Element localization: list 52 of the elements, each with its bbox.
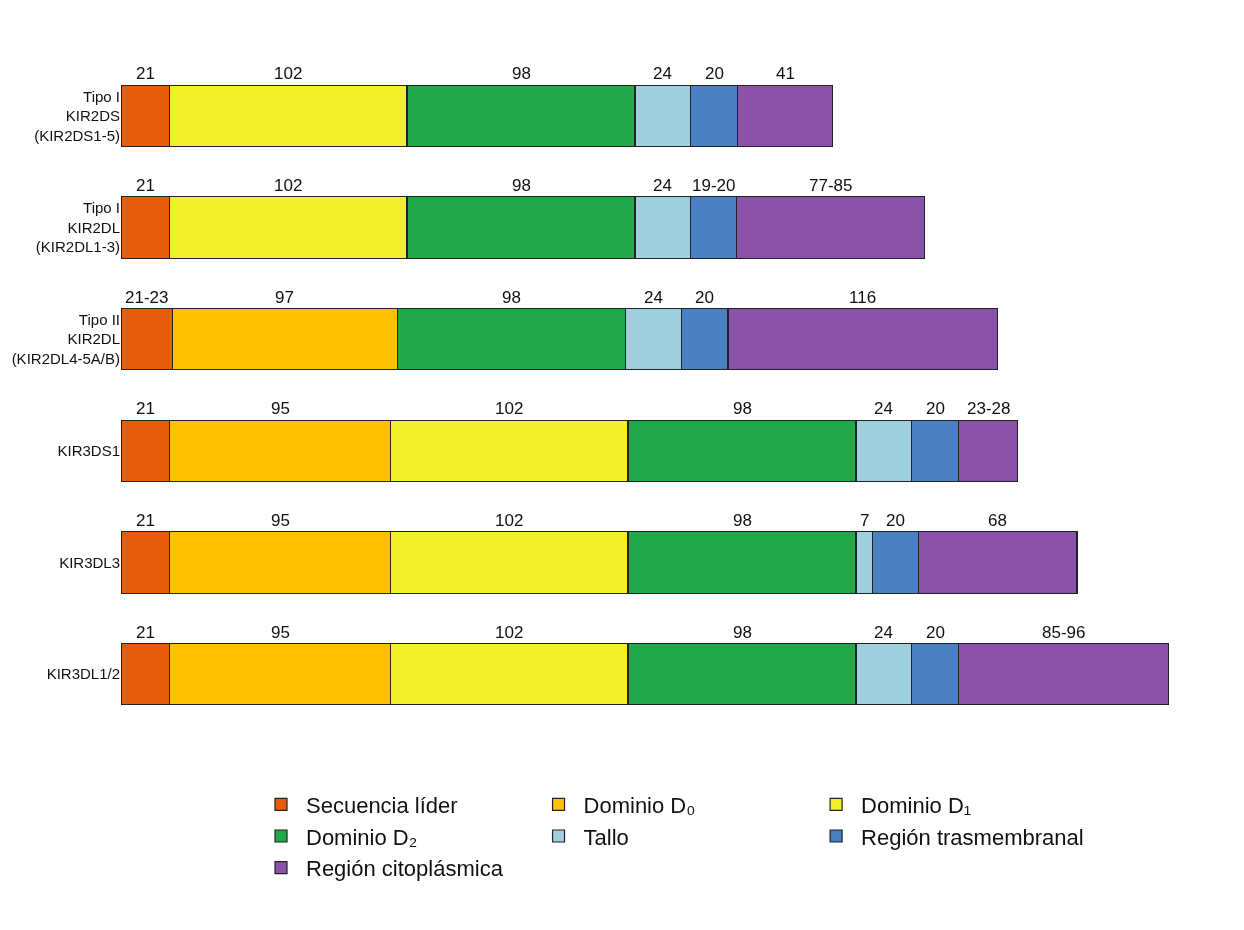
data-label: 20 <box>695 288 714 307</box>
legend-label: Región citoplásmica <box>306 856 504 882</box>
data-label: 85-96 <box>1042 623 1086 642</box>
data-label: 20 <box>886 511 905 530</box>
data-label: 97 <box>275 288 294 307</box>
data-label: 77-85 <box>809 176 853 195</box>
data-label: 20 <box>705 64 724 83</box>
data-label: 20 <box>926 623 945 642</box>
data-label: 21 <box>136 511 155 530</box>
data-label: 24 <box>653 64 672 83</box>
data-label: 21 <box>136 176 155 195</box>
data-label: 68 <box>988 511 1007 530</box>
data-label: 19-20 <box>692 176 736 195</box>
data-label: 116 <box>849 288 877 307</box>
y-tick-label: KIR3DL1/2 <box>46 665 120 683</box>
data-label: 21 <box>136 623 155 642</box>
data-label: 98 <box>733 623 752 642</box>
data-label: 98 <box>733 511 752 530</box>
data-label: 98 <box>733 399 752 418</box>
data-label: 102 <box>274 176 303 195</box>
data-label: 95 <box>271 511 290 530</box>
legend-label: Dominio D₁ <box>861 792 972 818</box>
data-label: 98 <box>502 288 521 307</box>
legend-label: Dominio D₀ <box>583 792 696 818</box>
data-label: 102 <box>495 511 524 530</box>
y-tick-label: Tipo I KIR2DL (KIR2DL1-3) <box>35 199 120 256</box>
y-tick-label: Tipo II KIR2DL (KIR2DL4-5A/B) <box>11 310 120 367</box>
y-tick-label: KIR3DS1 <box>57 442 120 460</box>
data-label: 102 <box>495 623 524 642</box>
data-label: 102 <box>495 399 524 418</box>
data-label: 21-23 <box>125 288 169 307</box>
y-tick-label: KIR3DL3 <box>59 553 120 571</box>
data-label: 102 <box>274 64 303 83</box>
legend-label: Región trasmembranal <box>861 824 1084 850</box>
data-label: 24 <box>644 288 663 307</box>
data-label: 24 <box>874 623 893 642</box>
data-label: 23-28 <box>967 399 1011 418</box>
data-label: 24 <box>653 176 672 195</box>
data-label: 98 <box>512 176 531 195</box>
data-label: 21 <box>136 64 155 83</box>
data-label: 20 <box>926 399 945 418</box>
legend-label: Secuencia líder <box>306 792 458 818</box>
data-label: 98 <box>512 64 531 83</box>
legend-label: Dominio D₂ <box>306 824 418 850</box>
data-label: 7 <box>860 511 870 530</box>
data-label: 24 <box>874 399 893 418</box>
y-tick-label: Tipo I KIR2DS (KIR2DS1-5) <box>34 87 120 144</box>
data-label: 95 <box>271 399 290 418</box>
data-label: 41 <box>776 64 795 83</box>
data-label: 21 <box>136 399 155 418</box>
legend-label: Tallo <box>583 824 629 850</box>
data-label: 95 <box>271 623 290 642</box>
